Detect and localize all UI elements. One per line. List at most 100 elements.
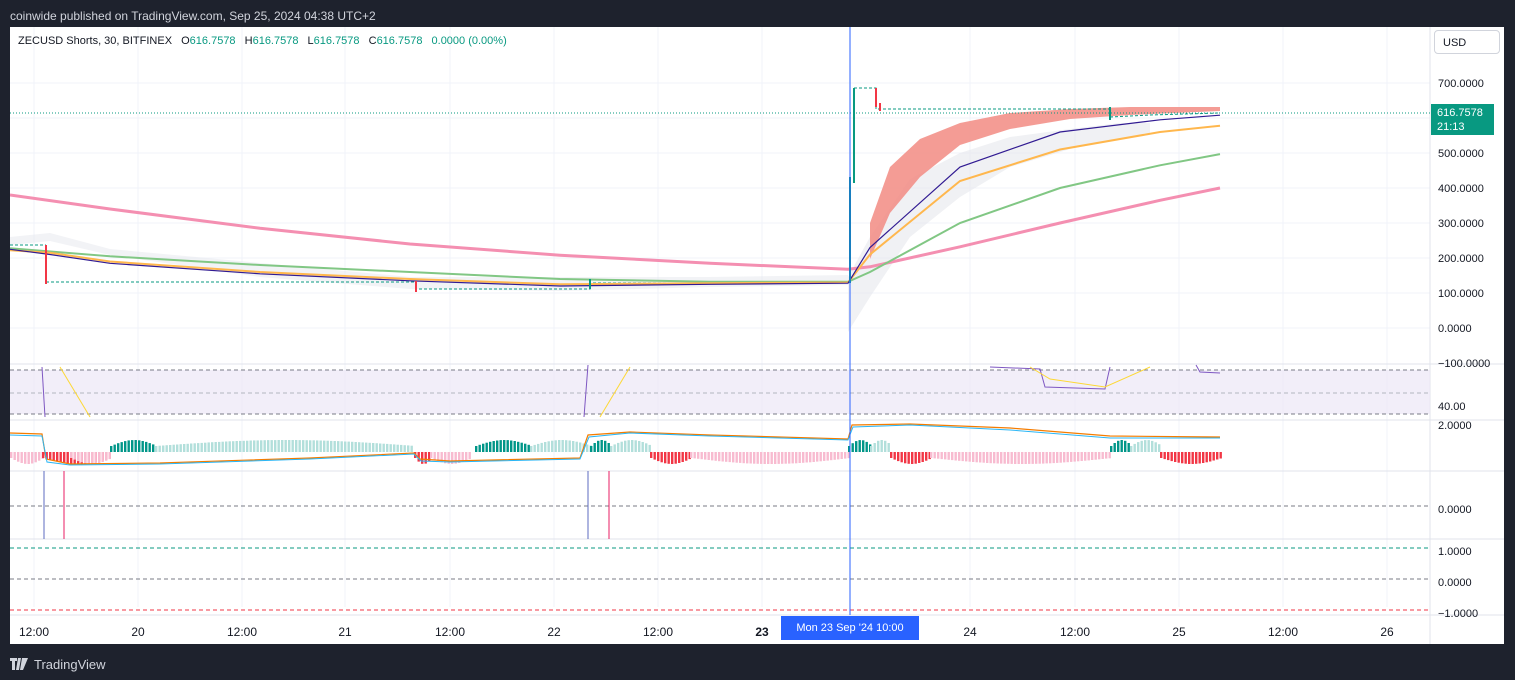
histogram-bar [417,452,420,462]
bar-countdown: 21:13 [1437,121,1465,133]
histogram-bar [319,440,322,452]
histogram-bar [127,440,130,452]
band-grey-right [848,123,1150,332]
histogram-bar [333,441,336,452]
time-tick-label: 25 [1172,625,1186,639]
histogram-bar [232,441,235,452]
histogram-bar [572,441,575,452]
histogram-bar [1042,452,1045,464]
histogram-bar [1084,452,1087,461]
histogram-bar [645,443,648,452]
price-tick-label: 100.0000 [1438,288,1484,300]
histogram-bar [155,446,158,452]
histogram-bar [798,452,801,463]
histogram-bar [59,452,62,463]
time-tick-label: 12:00 [19,625,49,639]
time-tick-label: 12:00 [643,625,673,639]
histogram-bar [1117,440,1120,452]
histogram-bar [749,452,752,464]
histogram-bar [1087,452,1090,461]
histogram-bar [1049,452,1052,464]
histogram-bar [944,452,947,460]
histogram-bar [461,452,464,462]
histogram-bar [1056,452,1059,463]
histogram-bar [375,443,378,452]
histogram-bar [1120,440,1123,452]
price-tick-label: 500.0000 [1438,148,1484,160]
time-tick-label: 21 [338,625,352,639]
histogram-bar [897,452,900,462]
histogram-bar [454,452,457,464]
histogram-bar [277,440,280,452]
histogram-bar [148,443,151,452]
histogram-bar [63,452,66,463]
histogram-bar [447,452,450,464]
histogram-bar [179,444,182,452]
histogram-bar [110,446,113,452]
histogram-bar [172,444,175,452]
histogram-bar [597,440,600,452]
histogram-bar [34,452,37,463]
price-tick-label: 400.0000 [1438,183,1484,195]
histogram-bar [533,444,536,452]
histogram-bar [113,444,116,452]
histogram-bar [1105,452,1108,459]
histogram-bar [235,441,238,452]
histogram-bar [465,452,468,461]
histogram-bar [503,440,506,452]
histogram-bar [77,452,80,462]
histogram-bar [685,452,688,461]
histogram-bar [975,452,978,463]
histogram-bar [134,440,137,452]
histogram-bar [1017,452,1020,464]
histogram-bar [862,440,865,452]
histogram-bar [101,452,104,462]
change-value: 0.0000 (0.00%) [431,35,507,47]
histogram-bar [937,452,940,459]
ribbon-red [870,107,1220,259]
chart-frame[interactable]: 700.0000600.0000500.0000400.0000300.0000… [10,27,1504,644]
histogram-bar [468,452,471,460]
histogram-bar [617,442,620,452]
histogram-bar [1160,452,1163,458]
histogram-bar [482,443,485,452]
tradingview-logo-icon [10,658,28,670]
histogram-bar [851,443,854,452]
histogram-bar [305,440,308,452]
histogram-bar [249,440,252,452]
symbol-label[interactable]: ZECUSD Shorts, 30, BITFINEX [18,35,173,47]
histogram-bar [631,440,634,452]
histogram-bar [667,452,670,464]
moving-averages [10,114,1221,287]
histogram-bar [80,452,83,463]
histogram-bar [211,442,214,452]
histogram-bar [489,441,492,452]
publish-text: coinwide published on TradingView.com, S… [10,9,376,23]
pane-level-label: −1.0000 [1438,608,1478,620]
histogram-bar [1024,452,1027,464]
histogram-bar [162,445,165,452]
histogram-bar [242,440,245,452]
oscillator-pane-3 [10,547,1430,611]
histogram-bar [947,452,950,460]
footer-brand: TradingView [34,656,106,672]
histogram-bar [1014,452,1017,464]
histogram-bar [579,442,582,452]
histogram-bar [979,452,982,463]
histogram-bar [568,440,571,452]
histogram-bar [91,452,94,464]
histogram-bar [746,452,749,464]
histogram-bar [873,443,876,452]
chart-canvas[interactable]: 700.0000600.0000500.0000400.0000300.0000… [10,27,1504,644]
currency-selector[interactable]: USD [1434,30,1500,54]
histogram-bar [648,444,651,452]
histogram-bar [954,452,957,461]
histogram-bar [1070,452,1073,462]
histogram-bar [1031,452,1034,464]
histogram-bar [1091,452,1094,460]
histogram-bar [914,452,917,464]
histogram-bar [407,445,410,452]
histogram-bar [190,443,193,452]
histogram-bar [674,452,677,464]
pane-level-label: 2.0000 [1438,420,1472,432]
